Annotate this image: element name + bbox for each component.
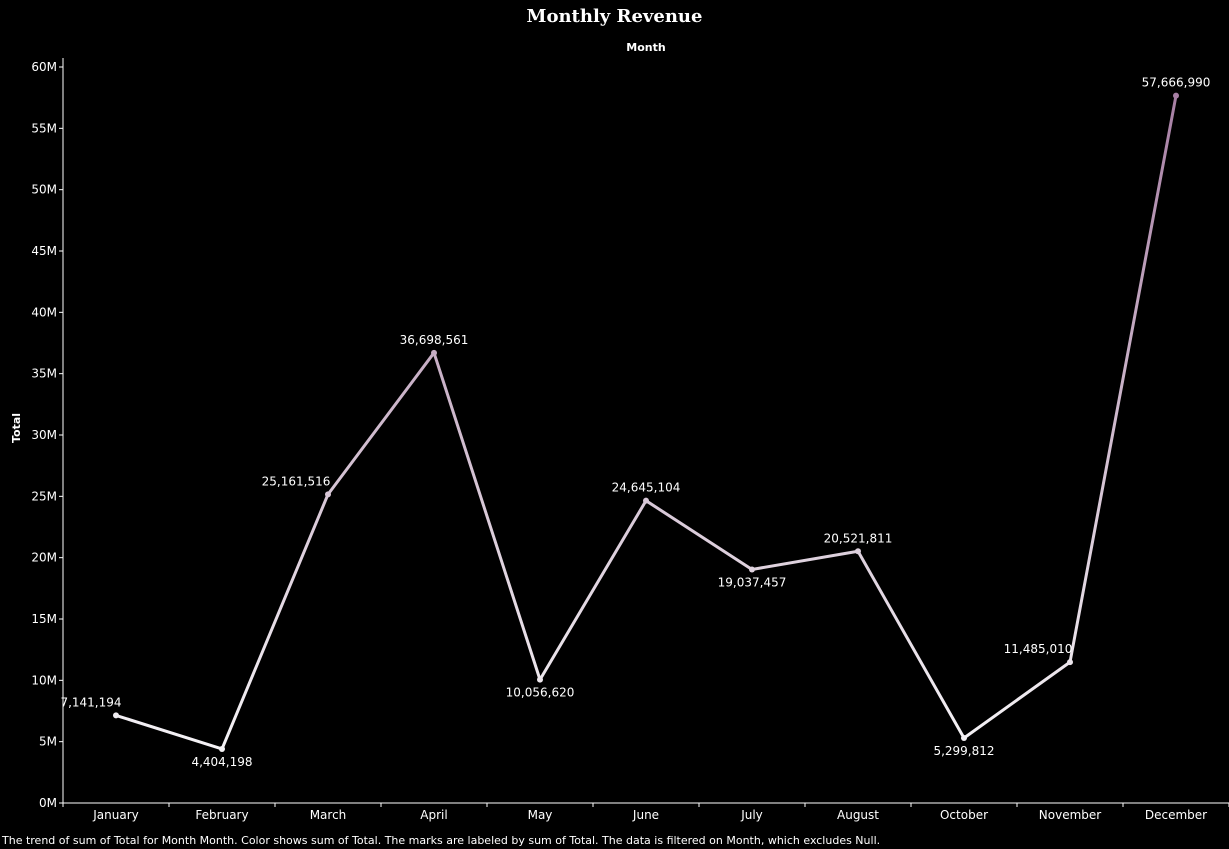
series-line-segment [644, 499, 754, 571]
x-tick-label: May [528, 808, 553, 822]
data-label: 24,645,104 [612, 481, 681, 495]
series-points [113, 92, 1179, 752]
y-tick-label: 0M [39, 796, 57, 810]
data-point[interactable] [325, 491, 331, 498]
series-line-segment [1068, 94, 1178, 664]
series-line-segment [326, 351, 436, 496]
y-tick-label: 55M [31, 121, 57, 135]
x-tick-label: March [310, 808, 347, 822]
x-tick-label: July [740, 808, 763, 822]
x-axis: January February March April May June July Augu… [62, 802, 1229, 822]
y-tick-label: 60M [31, 60, 57, 74]
data-labels: 7,141,194 4,404,198 25,161,516 36,698,561 10… [60, 76, 1210, 769]
data-point[interactable] [1067, 659, 1073, 666]
series-line-segment [962, 660, 1072, 740]
data-point[interactable] [1173, 92, 1179, 99]
y-tick-label: 20M [31, 551, 57, 565]
x-tick-label: June [632, 808, 659, 822]
series-line [114, 94, 1178, 751]
data-point[interactable] [431, 349, 437, 356]
data-point[interactable] [855, 548, 861, 555]
series-line-segment [750, 549, 860, 571]
data-point[interactable] [961, 734, 967, 741]
chart-caption: The trend of sum of Total for Month Mont… [2, 834, 881, 847]
y-axis: 0M 5M 10M 15M 20M 25M 30M 35M 40M 45M 50M 55M 60M [31, 58, 64, 810]
data-label: 7,141,194 [60, 695, 121, 709]
series-line-segment [114, 713, 224, 751]
chart-title: Monthly Revenue [526, 6, 703, 27]
x-tick-label: December [1145, 808, 1207, 822]
x-tick-label: April [420, 808, 447, 822]
data-label: 57,666,990 [1142, 76, 1211, 90]
data-label: 19,037,457 [718, 575, 787, 589]
data-label: 4,404,198 [191, 755, 252, 769]
y-tick-label: 25M [31, 489, 57, 503]
data-label: 11,485,010 [1004, 642, 1073, 656]
y-tick-label: 15M [31, 612, 57, 626]
data-label: 25,161,516 [262, 474, 331, 488]
y-axis-title: Total [10, 413, 23, 443]
y-tick-label: 30M [31, 428, 57, 442]
y-tick-label: 35M [31, 367, 57, 381]
y-tick-label: 5M [39, 735, 57, 749]
data-point[interactable] [537, 676, 543, 683]
data-point[interactable] [749, 566, 755, 573]
x-tick-label: February [195, 808, 248, 822]
data-label: 10,056,620 [506, 686, 575, 700]
x-axis-title: Month [626, 41, 666, 54]
y-tick-label: 50M [31, 183, 57, 197]
x-tick-label: August [837, 808, 879, 822]
y-tick-label: 10M [31, 673, 57, 687]
series-line-segment [432, 351, 542, 682]
x-tick-label: November [1039, 808, 1101, 822]
y-tick-label: 45M [31, 244, 57, 258]
data-label: 5,299,812 [933, 744, 994, 758]
series-line-segment [220, 492, 330, 751]
x-tick-label: October [940, 808, 988, 822]
data-label: 20,521,811 [824, 531, 893, 545]
data-point[interactable] [219, 745, 225, 752]
y-tick-label: 40M [31, 305, 57, 319]
data-label: 36,698,561 [400, 333, 469, 347]
series-line-segment [538, 499, 648, 682]
series-line-segment [856, 549, 966, 740]
data-point[interactable] [113, 712, 119, 719]
data-point[interactable] [643, 497, 649, 504]
x-tick-label: January [92, 808, 139, 822]
